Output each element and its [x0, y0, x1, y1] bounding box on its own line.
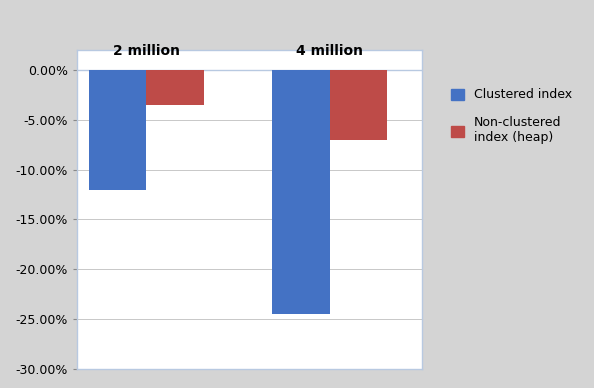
- Text: 2 million: 2 million: [113, 44, 179, 59]
- Bar: [273, 70, 330, 314]
- Bar: [146, 70, 204, 105]
- Text: 4 million: 4 million: [296, 44, 364, 59]
- Legend: Clustered index, Non-clustered
index (heap): Clustered index, Non-clustered index (he…: [446, 82, 579, 151]
- Bar: [330, 70, 387, 140]
- Bar: [89, 70, 146, 190]
